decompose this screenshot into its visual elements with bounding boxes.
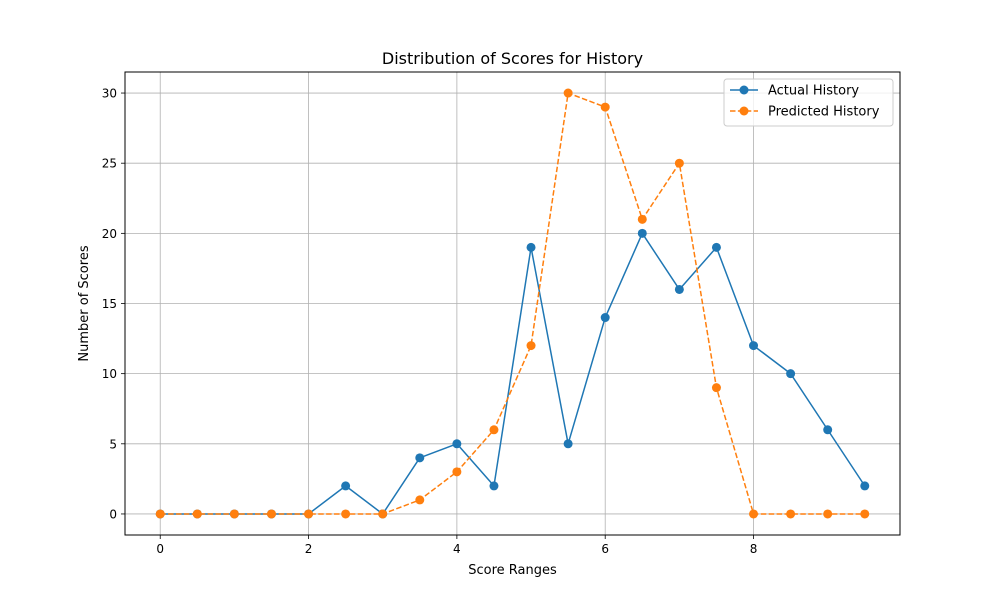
data-point <box>415 453 425 463</box>
legend: Actual History Predicted History <box>723 78 894 127</box>
series-line <box>160 232 866 515</box>
data-point <box>637 214 647 224</box>
data-point <box>304 509 314 519</box>
data-point <box>860 481 870 491</box>
data-point <box>674 158 684 168</box>
data-point <box>860 509 870 519</box>
data-point <box>563 439 573 449</box>
x-tick-label: 0 <box>156 542 164 556</box>
legend-label: Actual History <box>768 84 859 99</box>
series-layer <box>155 88 870 519</box>
x-axis-label: Score Ranges <box>468 563 557 578</box>
data-point <box>711 383 721 393</box>
y-tick-label: 30 <box>102 87 117 101</box>
y-tick-label: 10 <box>102 367 117 381</box>
data-point <box>489 425 499 435</box>
x-tick-label: 6 <box>601 542 609 556</box>
y-axis: 0 5 10 15 20 25 30 <box>102 87 125 521</box>
data-point <box>749 341 759 351</box>
chart-title: Distribution of Scores for History <box>382 49 643 68</box>
y-tick-label: 20 <box>102 227 117 241</box>
data-point <box>341 481 351 491</box>
data-point <box>749 509 759 519</box>
data-point <box>823 425 833 435</box>
data-point <box>452 467 462 477</box>
legend-marker <box>739 85 749 95</box>
data-point <box>266 509 276 519</box>
data-point <box>637 228 647 238</box>
x-tick-label: 4 <box>453 542 461 556</box>
data-point <box>600 102 610 112</box>
x-tick-label: 2 <box>305 542 313 556</box>
data-point <box>341 509 351 519</box>
legend-marker <box>739 106 749 116</box>
data-point <box>674 284 684 294</box>
grid-lines <box>125 72 900 535</box>
legend-box <box>723 78 894 127</box>
data-point <box>489 481 499 491</box>
data-point <box>526 242 536 252</box>
data-point <box>192 509 202 519</box>
data-point <box>786 369 796 379</box>
x-axis: 0 2 4 6 8 <box>156 535 757 556</box>
data-point <box>378 509 388 519</box>
data-point <box>526 341 536 351</box>
y-tick-label: 25 <box>102 157 117 171</box>
data-point <box>155 509 165 519</box>
data-point <box>786 509 796 519</box>
data-point <box>452 439 462 449</box>
data-point <box>711 242 721 252</box>
data-point <box>229 509 239 519</box>
y-axis-label: Number of Scores <box>77 245 92 361</box>
y-tick-label: 0 <box>109 507 117 521</box>
data-point <box>563 88 573 98</box>
series-line <box>160 92 865 515</box>
y-tick-label: 5 <box>109 437 117 451</box>
data-point <box>823 509 833 519</box>
legend-label: Predicted History <box>768 105 880 120</box>
y-tick-label: 15 <box>102 297 117 311</box>
data-point <box>600 313 610 323</box>
x-tick-label: 8 <box>750 542 758 556</box>
series-predicted <box>155 88 870 519</box>
data-point <box>415 495 425 505</box>
